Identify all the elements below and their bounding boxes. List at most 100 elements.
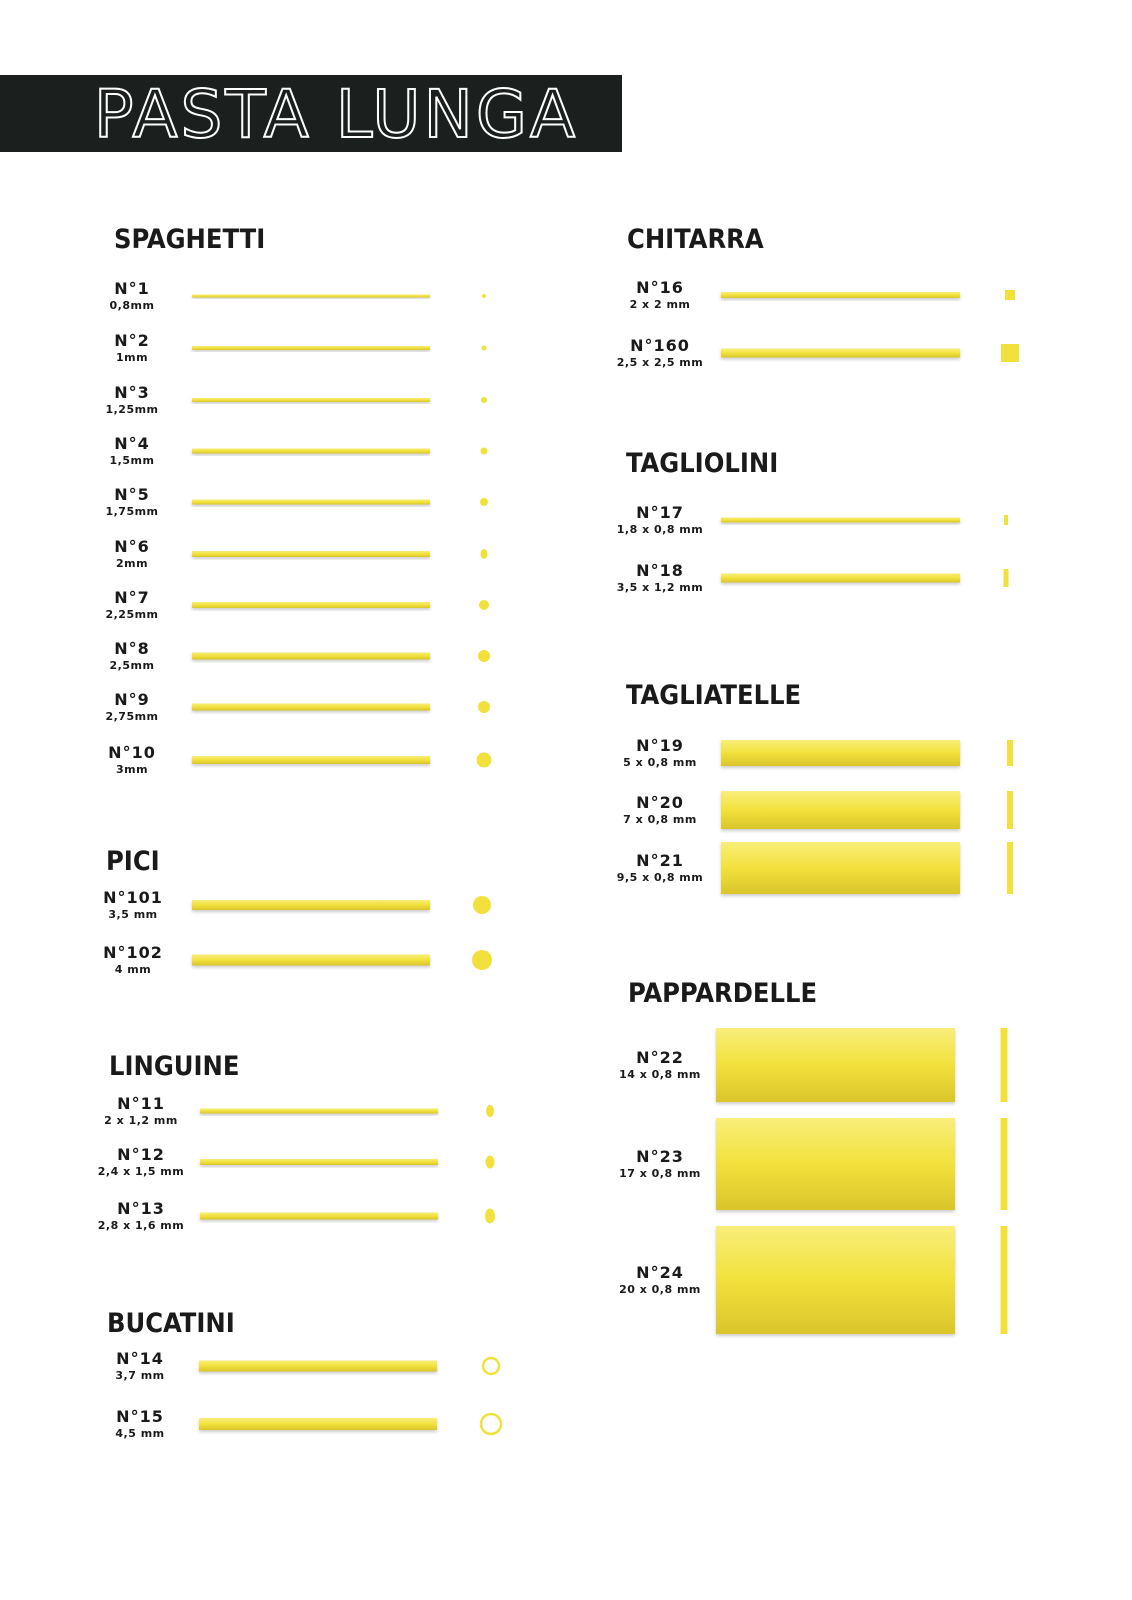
item-code: N°17: [636, 503, 684, 522]
item-size: 2 x 1,2 mm: [104, 1114, 178, 1127]
pasta-strand: [192, 398, 430, 402]
item-code: N°7: [114, 588, 150, 607]
cross-section: [485, 1208, 495, 1224]
pasta-strand: [716, 1028, 955, 1102]
cross-section: [478, 650, 490, 662]
cross-section: [1000, 1118, 1008, 1210]
pasta-strand: [721, 292, 960, 298]
cross-section: [480, 498, 488, 506]
item-code: N°1: [114, 279, 150, 298]
item-size: 1mm: [116, 351, 148, 364]
item-size: 2,25mm: [105, 608, 158, 621]
item-size: 14 x 0,8 mm: [619, 1068, 701, 1081]
cross-section: [1000, 1028, 1008, 1102]
cross-section: [1007, 740, 1013, 766]
item-code: N°11: [117, 1094, 165, 1113]
item-size: 1,75mm: [105, 505, 158, 518]
header-title: PASTA LUNGA: [94, 76, 578, 153]
pasta-strand: [192, 756, 430, 764]
item-code: N°3: [114, 383, 150, 402]
item-code: N°8: [114, 639, 150, 658]
section-title: TAGLIOLINI: [626, 448, 778, 479]
item-code: N°20: [636, 793, 684, 812]
cross-section: [1004, 515, 1008, 525]
item-code: N°5: [114, 485, 150, 504]
pasta-strand: [192, 294, 430, 298]
section-title: PAPPARDELLE: [628, 978, 817, 1009]
item-size: 2mm: [116, 557, 148, 570]
cross-section: [1003, 569, 1009, 587]
pasta-strand: [721, 791, 960, 829]
section-title: TAGLIATELLE: [626, 680, 801, 711]
pasta-strand: [199, 1418, 437, 1430]
item-size: 2,8 x 1,6 mm: [98, 1219, 184, 1232]
section-title: PICI: [106, 846, 160, 877]
item-size: 2,4 x 1,5 mm: [98, 1165, 184, 1178]
item-code: N°10: [108, 743, 156, 762]
item-size: 7 x 0,8 mm: [623, 813, 697, 826]
cross-section: [481, 397, 487, 403]
pasta-strand: [192, 499, 430, 505]
cross-section: [1007, 791, 1013, 829]
item-code: N°4: [114, 434, 150, 453]
pasta-strand: [199, 1360, 437, 1372]
item-size: 4,5 mm: [115, 1427, 164, 1440]
item-code: N°13: [117, 1199, 165, 1218]
item-size: 20 x 0,8 mm: [619, 1283, 701, 1296]
cross-section: [1001, 344, 1019, 362]
cross-section: [482, 294, 486, 298]
item-size: 3mm: [116, 763, 148, 776]
item-code: N°22: [636, 1048, 684, 1067]
item-size: 3,5 x 1,2 mm: [617, 581, 703, 594]
pasta-strand: [200, 1108, 438, 1114]
cross-section: [476, 752, 492, 768]
cross-section: [479, 600, 489, 610]
item-size: 0,8mm: [110, 299, 155, 312]
cross-section: [1007, 842, 1013, 894]
pasta-strand: [721, 517, 960, 523]
item-code: N°6: [114, 537, 150, 556]
pasta-strand: [716, 1226, 955, 1334]
item-size: 1,8 x 0,8 mm: [617, 523, 703, 536]
pasta-strand: [192, 652, 430, 660]
header-band: [0, 75, 622, 152]
item-size: 4 mm: [115, 963, 151, 976]
cross-section: [481, 345, 487, 351]
item-size: 9,5 x 0,8 mm: [617, 871, 703, 884]
item-size: 2,5 x 2,5 mm: [617, 356, 703, 369]
cross-section: [472, 950, 492, 970]
item-code: N°21: [636, 851, 684, 870]
section-title: CHITARRA: [627, 224, 764, 255]
section-title: SPAGHETTI: [114, 224, 265, 255]
pasta-strand: [721, 740, 960, 766]
pasta-strand: [192, 346, 430, 350]
pasta-strand: [192, 551, 430, 557]
item-code: N°9: [114, 690, 150, 709]
pasta-strand: [721, 348, 960, 358]
cross-section: [473, 896, 491, 914]
item-code: N°12: [117, 1145, 165, 1164]
item-code: N°16: [636, 278, 684, 297]
pasta-strand: [192, 900, 430, 910]
cross-section: [1005, 290, 1015, 300]
pasta-strand: [192, 954, 430, 966]
item-code: N°14: [116, 1349, 164, 1368]
item-size: 5 x 0,8 mm: [623, 756, 697, 769]
item-size: 3,7 mm: [115, 1369, 164, 1382]
item-size: 1,25mm: [105, 403, 158, 416]
pasta-strand: [192, 602, 430, 608]
cross-section: [485, 1155, 495, 1169]
item-size: 3,5 mm: [108, 908, 157, 921]
item-size: 1,5mm: [110, 454, 155, 467]
cross-section: [1000, 1226, 1008, 1334]
item-code: N°101: [103, 888, 163, 907]
cross-section: [479, 1412, 503, 1436]
item-code: N°160: [630, 336, 690, 355]
cross-section: [486, 1105, 494, 1117]
section-title: LINGUINE: [109, 1051, 239, 1082]
cross-section: [478, 701, 490, 713]
pasta-strand: [192, 703, 430, 711]
item-code: N°18: [636, 561, 684, 580]
pasta-strand: [716, 1118, 955, 1210]
